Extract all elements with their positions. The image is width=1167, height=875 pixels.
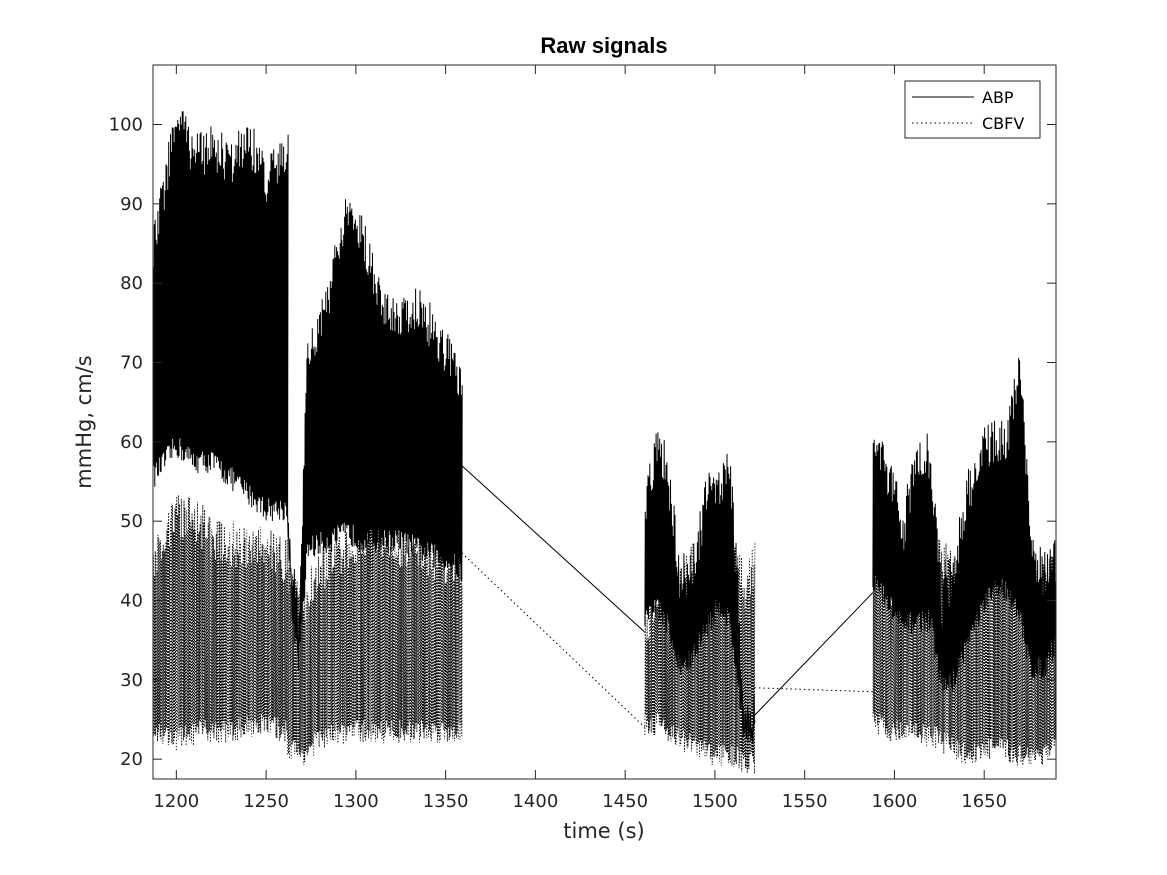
y-tick-label: 20: [120, 749, 143, 770]
series-cbfv-segment: [872, 536, 1056, 766]
series-cbfv-gap-line: [754, 687, 873, 693]
legend-label-abp: ABP: [982, 88, 1014, 107]
y-tick-label: 90: [120, 194, 143, 215]
series-abp-gap-line: [461, 465, 646, 633]
series-abp-gap-line: [754, 592, 874, 716]
chart-title: Raw signals: [540, 33, 667, 58]
y-tick-label: 40: [120, 591, 143, 612]
series-cbfv: [153, 494, 1056, 774]
x-axis-label: time (s): [563, 819, 644, 843]
legend-label-cbfv: CBFV: [982, 114, 1024, 133]
y-tick-label: 100: [109, 115, 143, 136]
plot-area: [153, 111, 1056, 774]
series-abp-segment: [305, 199, 463, 582]
series-cbfv-gap-line: [461, 552, 646, 728]
y-tick-label: 30: [120, 670, 143, 691]
x-tick-label: 1450: [602, 791, 648, 812]
x-tick-label: 1650: [961, 791, 1007, 812]
y-tick-label: 70: [120, 353, 143, 374]
y-tick-label: 60: [120, 432, 143, 453]
legend-box: [904, 80, 1041, 139]
legend: ABP CBFV: [904, 80, 1041, 139]
y-axis-label: mmHg, cm/s: [72, 355, 96, 488]
series-abp-segment: [872, 357, 1056, 691]
y-tick-label: 50: [120, 511, 143, 532]
x-tick-label: 1400: [512, 791, 558, 812]
x-tick-label: 1250: [243, 791, 289, 812]
series-cbfv-segment: [153, 494, 289, 752]
y-tick-label: 80: [120, 273, 143, 294]
x-tick-label: 1300: [333, 791, 379, 812]
x-tick-label: 1500: [692, 791, 738, 812]
x-tick-label: 1550: [782, 791, 828, 812]
axes-box: [152, 64, 1057, 780]
series-abp-segment: [153, 111, 289, 522]
x-tick-label: 1600: [872, 791, 918, 812]
x-tick-label: 1350: [423, 791, 469, 812]
y-axis: 20 30 40 50 60 70 80 90 100: [109, 115, 1056, 770]
x-tick-label: 1200: [153, 791, 199, 812]
x-axis: 1200 1250 1300 1350 1400 1450 1500 1550 1600 1650: [153, 65, 1007, 812]
series-abp-segment: [287, 410, 307, 671]
series-abp-segment: [644, 432, 756, 743]
series-abp: [153, 111, 1056, 743]
